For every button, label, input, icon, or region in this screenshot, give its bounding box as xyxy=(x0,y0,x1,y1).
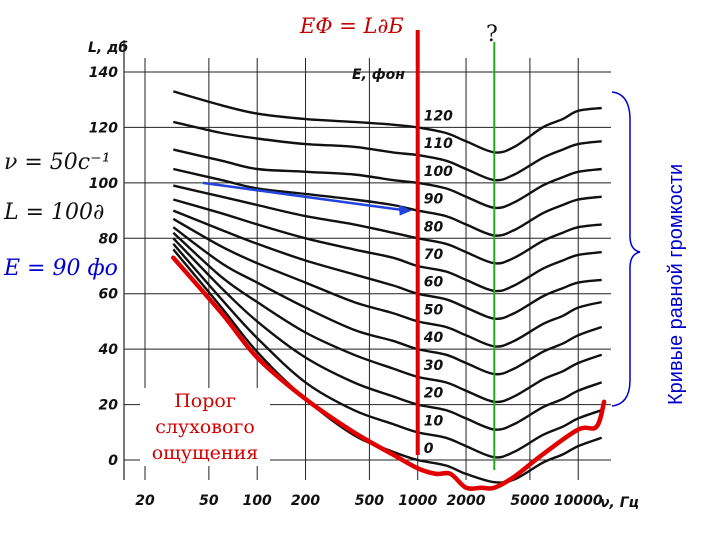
phon-label-bg xyxy=(421,329,446,346)
x-tick-label: 50 xyxy=(199,493,219,509)
phon-label: 100 xyxy=(424,164,453,180)
phon-label-bg xyxy=(421,218,446,235)
phon-label-bg xyxy=(421,384,446,401)
y-tick-label: 120 xyxy=(89,120,118,136)
loudness-formula: E = 90 фо xyxy=(4,256,118,281)
y-tick-label: 100 xyxy=(89,176,118,192)
y-tick-label: 40 xyxy=(98,342,119,358)
loudness-curve-0 xyxy=(172,248,603,484)
threshold-label-line: слухового xyxy=(155,416,255,438)
loudness-curve-50 xyxy=(172,217,602,348)
frequency-formula: ν = 50c⁻¹ xyxy=(4,150,111,175)
x-tick-label: 1000 xyxy=(398,493,437,509)
chart-axes: L, дб ν, Гц E, фон xyxy=(88,40,639,511)
y-tick-label: 20 xyxy=(99,398,119,414)
phon-label: 120 xyxy=(424,108,453,124)
loudness-curve-20 xyxy=(172,237,603,431)
question-mark: ? xyxy=(486,22,498,47)
y-tick-label: 80 xyxy=(99,231,119,247)
loudness-curve-90 xyxy=(173,167,602,237)
phon-label-bg xyxy=(421,246,446,262)
loudness-curve-100 xyxy=(173,148,602,210)
phon-label: 50 xyxy=(424,302,444,318)
level-formula: L = 100∂ xyxy=(4,200,105,225)
phon-label-bg xyxy=(421,301,446,318)
x-tick-label: 5000 xyxy=(510,493,549,509)
loudness-curve-80 xyxy=(173,184,602,265)
equal-loudness-curves xyxy=(171,90,607,491)
frequency-markers xyxy=(202,30,496,470)
phon-label-bg xyxy=(421,135,446,152)
phon-label: 10 xyxy=(424,413,444,429)
phon-label: 60 xyxy=(424,275,444,291)
phon-label-bg xyxy=(421,162,446,179)
phon-label: 110 xyxy=(424,136,453,152)
y-axis-label: L, дб xyxy=(88,40,128,56)
loudness-curve-40 xyxy=(172,226,603,376)
loudness-curve-70 xyxy=(172,198,602,293)
side-label: Кривые равной громкости xyxy=(665,163,687,405)
loudness-curve-60 xyxy=(172,209,602,321)
phon-label: 80 xyxy=(424,219,444,235)
threshold-curve xyxy=(171,255,607,491)
phon-label: 90 xyxy=(424,192,444,208)
loudness-curve-10 xyxy=(172,243,603,459)
phon-label-bg xyxy=(421,356,446,373)
phon-label-bg xyxy=(421,440,446,456)
x-tick-label: 2000 xyxy=(447,493,486,509)
loudness-curve-120 xyxy=(172,90,602,154)
phon-label: 30 xyxy=(424,358,444,374)
x-tick-label: 500 xyxy=(355,493,384,509)
curve-family-label: E, фон xyxy=(352,67,405,83)
phon-label-bg xyxy=(421,412,446,429)
y-tick-label: 0 xyxy=(108,453,118,469)
chart-title: EΦ = L∂Б xyxy=(300,14,404,38)
phon-label-bg xyxy=(421,107,446,124)
threshold-label: Порог слухового ощущения xyxy=(140,388,270,466)
phon-label: 20 xyxy=(424,386,444,402)
transfer-arrow-head xyxy=(398,204,412,216)
y-tick-label: 60 xyxy=(99,287,119,303)
phon-label-bg xyxy=(421,190,446,207)
x-tick-label: 10000 xyxy=(554,493,603,509)
loudness-curve-30 xyxy=(172,231,603,404)
x-axis-label: ν, Гц xyxy=(600,495,639,511)
x-tick-label: 200 xyxy=(291,493,320,509)
loudness-curve-110 xyxy=(173,120,602,182)
threshold-label-line: ощущения xyxy=(151,442,259,464)
phon-label-bg xyxy=(421,273,446,290)
phon-label: 0 xyxy=(424,441,434,457)
transfer-arrow xyxy=(202,181,404,212)
x-tick-label: 20 xyxy=(135,493,155,509)
threshold-label-line: Порог xyxy=(174,390,236,412)
x-tick-label: 100 xyxy=(243,493,272,509)
phon-label: 40 xyxy=(423,330,444,346)
curves-brace xyxy=(611,91,641,407)
phon-label: 70 xyxy=(424,247,444,263)
y-tick-label: 140 xyxy=(89,65,118,81)
brace-path xyxy=(611,91,641,407)
